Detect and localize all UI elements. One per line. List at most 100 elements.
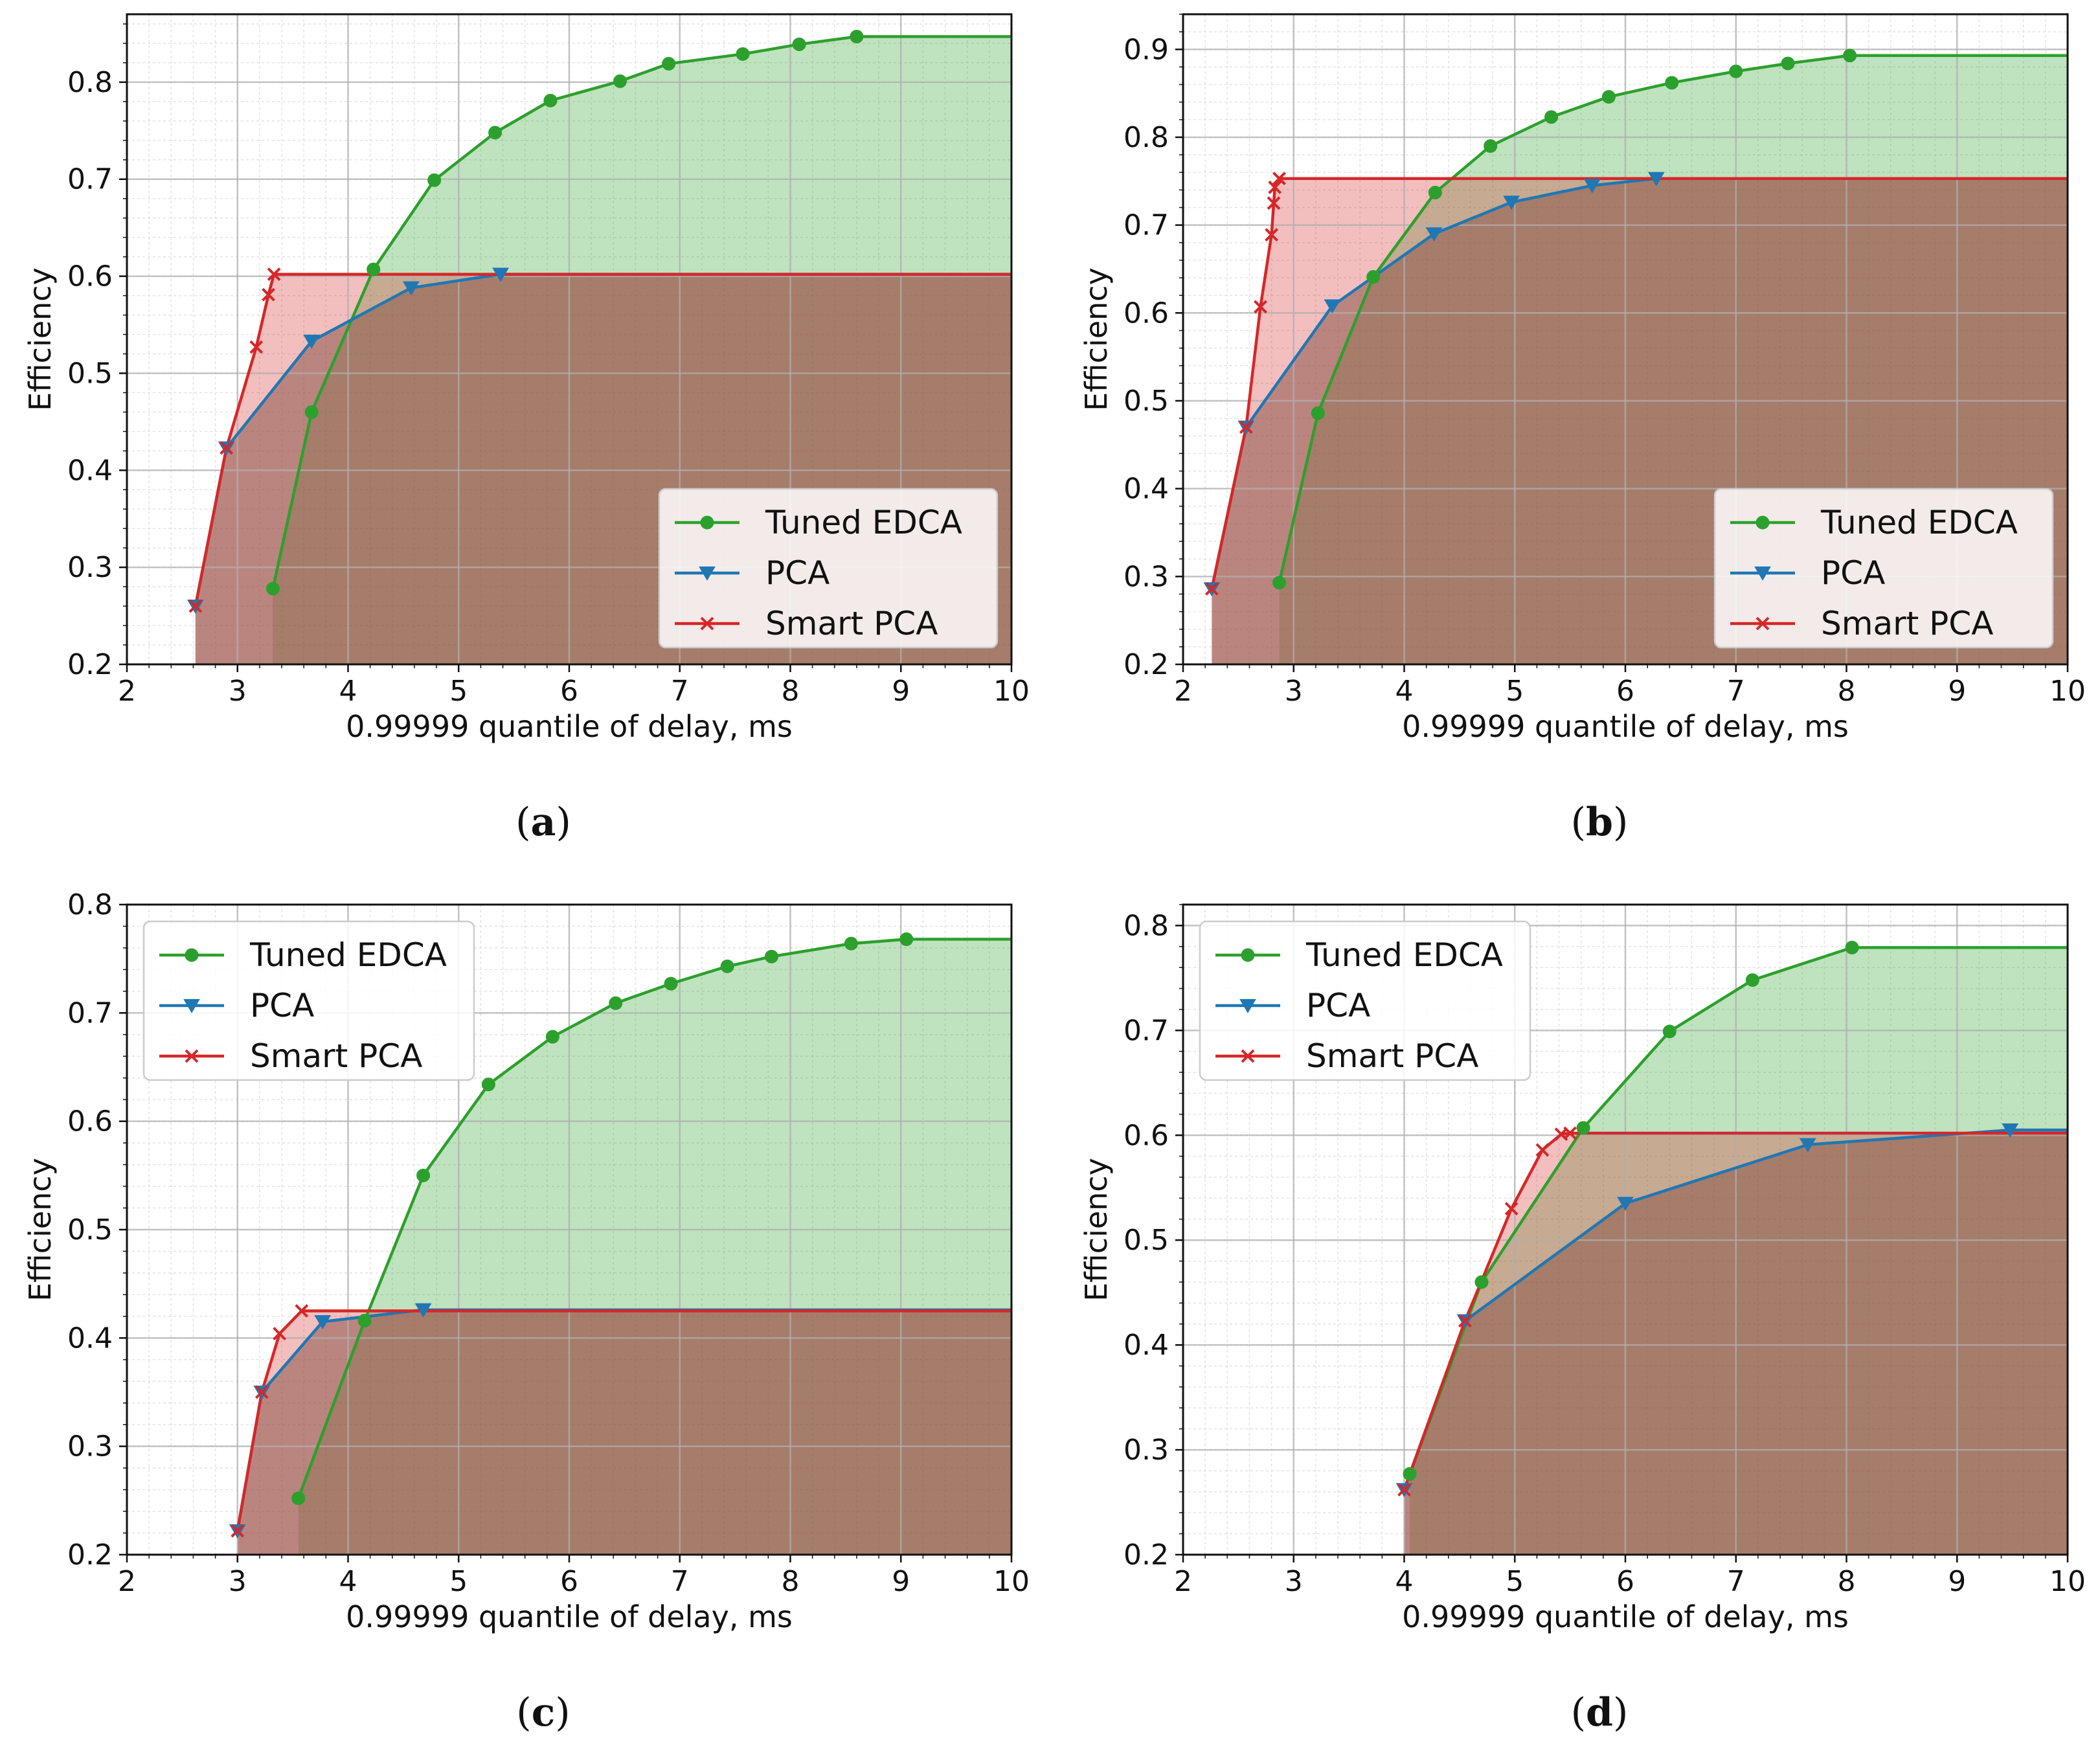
legend-label: Smart PCA (765, 605, 938, 642)
x-tick-label: 4 (1395, 675, 1414, 708)
panel-caption-letter: a (531, 800, 556, 845)
data-point-smart-pca (267, 267, 281, 282)
data-point-tuned-edca (1745, 973, 1759, 987)
legend-marker (1239, 998, 1256, 1013)
data-point-tuned-edca (357, 1314, 372, 1328)
y-tick-label: 0.5 (67, 1213, 113, 1246)
legend-box (1199, 920, 1531, 1081)
data-point-smart-pca (254, 1385, 269, 1399)
data-point-tuned-edca (844, 936, 858, 951)
legend-label: PCA (1821, 554, 1885, 592)
legend: Tuned EDCA PCA Smart PCA (1199, 920, 1531, 1081)
data-point-smart-pca (1268, 180, 1282, 194)
y-tick-label: 0.5 (1123, 1224, 1169, 1257)
panel-caption: (c) (516, 1690, 570, 1735)
x-tick-label: 10 (993, 675, 1030, 708)
chart-panel-a: 2 3 4 5 6 7 8 9 10 0.2 0.3 0.4 0.5 0.6 0.7 0.8 0.99999 q… (23, 13, 1030, 845)
x-tick-label: 10 (2049, 675, 2086, 708)
data-point-tuned-edca (1428, 185, 1442, 199)
data-point-smart-pca (249, 340, 264, 354)
data-point-tuned-edca (1311, 406, 1325, 420)
panel-caption: (d) (1571, 1690, 1629, 1735)
chart-panel-d: 2 3 4 5 6 7 8 9 10 0.2 0.3 0.4 0.5 0.6 0.7 0.8 0.99999 q… (1079, 903, 2086, 1735)
series-line-smart-pca (194, 273, 1011, 607)
data-point-tuned-edca (1484, 139, 1498, 153)
data-point-smart-pca (1397, 1483, 1411, 1497)
panel-caption: (b) (1571, 800, 1629, 845)
y-axis-label: Efficiency (23, 267, 58, 411)
area-fill-pca (237, 1309, 1011, 1555)
legend-label: Smart PCA (1306, 1037, 1478, 1075)
ticks: 2 3 4 5 6 7 8 9 10 0.2 0.3 0.4 0.5 0.6 0.7 0.8 (1123, 904, 2086, 1598)
legend-item-pca: PCA (675, 554, 830, 592)
data-point-pca (1617, 1197, 1634, 1211)
data-point-pca (1425, 227, 1443, 242)
data-point-smart-pca (231, 1524, 245, 1538)
legend-marker (1756, 515, 1770, 530)
y-tick-label: 0.2 (1123, 1538, 1169, 1572)
x-axis-label: 0.99999 quantile of delay, ms (346, 709, 793, 744)
data-point-smart-pca (1254, 300, 1267, 314)
legend-item-smart-pca: Smart PCA (159, 1037, 422, 1075)
data-point-tuned-edca (1843, 49, 1857, 63)
x-tick-label: 7 (671, 1565, 689, 1598)
legend-item-pca: PCA (1730, 554, 1885, 592)
data-point-tuned-edca (427, 173, 442, 187)
panel-caption-letter: c (532, 1690, 556, 1735)
x-tick-label: 6 (560, 1565, 578, 1598)
legend-item-tuned-edca: Tuned EDCA (159, 936, 447, 974)
data-point-tuned-edca (1544, 110, 1559, 124)
data-point-pca (314, 1315, 332, 1330)
data-point-smart-pca (1272, 172, 1286, 186)
series-lines (194, 35, 1011, 607)
y-tick-label: 0.8 (67, 888, 113, 921)
data-point-tuned-edca (1665, 76, 1679, 90)
x-tick-label: 6 (560, 675, 578, 708)
data-point-tuned-edca (664, 976, 678, 991)
x-tick-label: 8 (782, 675, 800, 708)
data-point-tuned-edca (545, 1030, 559, 1044)
legend-item-tuned-edca: Tuned EDCA (675, 504, 962, 541)
legend: Tuned EDCA PCA Smart PCA (1713, 488, 2054, 649)
data-point-pca (1583, 179, 1601, 194)
data-point-tuned-edca (720, 959, 734, 973)
data-point-pca (1799, 1138, 1816, 1153)
data-point-smart-pca (220, 441, 234, 455)
x-tick-label: 7 (1727, 675, 1745, 708)
x-tick-label: 5 (1506, 675, 1524, 708)
x-tick-label: 5 (449, 675, 468, 708)
x-tick-label: 4 (339, 675, 357, 708)
y-tick-label: 0.2 (1123, 648, 1169, 681)
y-tick-label: 0.2 (67, 648, 113, 681)
data-point-smart-pca (1267, 196, 1281, 210)
x-tick-label: 9 (892, 675, 910, 708)
y-tick-label: 0.5 (67, 357, 113, 390)
legend-label: Smart PCA (1821, 605, 1993, 642)
data-point-tuned-edca (1366, 270, 1381, 284)
x-axis-label: 0.99999 quantile of delay, ms (346, 1599, 793, 1634)
panel-caption-letter: d (1586, 1690, 1613, 1735)
data-point-smart-pca (1458, 1314, 1472, 1328)
data-point-tuned-edca (416, 1168, 431, 1182)
y-tick-label: 0.8 (1123, 121, 1169, 154)
legend-marker (1241, 1049, 1255, 1063)
legend: Tuned EDCA PCA Smart PCA (142, 920, 475, 1081)
y-axis-label: Efficiency (1079, 267, 1114, 411)
y-tick-label: 0.3 (67, 551, 113, 584)
data-point-smart-pca (1535, 1143, 1550, 1157)
x-tick-label: 5 (1506, 1565, 1524, 1598)
y-tick-label: 0.6 (67, 1105, 113, 1138)
legend-label: Tuned EDCA (249, 936, 447, 974)
y-tick-label: 0.7 (67, 997, 113, 1030)
data-point-tuned-edca (481, 1077, 495, 1092)
data-point-tuned-edca (609, 996, 623, 1010)
data-point-tuned-edca (1272, 576, 1287, 590)
legend-marker (1241, 948, 1255, 962)
x-tick-label: 5 (449, 1565, 468, 1598)
legend-item-tuned-edca: Tuned EDCA (1730, 504, 2018, 541)
x-tick-label: 10 (2049, 1565, 2086, 1598)
data-point-tuned-edca (367, 262, 381, 276)
x-tick-label: 8 (1838, 675, 1856, 708)
data-point-pca (2002, 1123, 2019, 1138)
